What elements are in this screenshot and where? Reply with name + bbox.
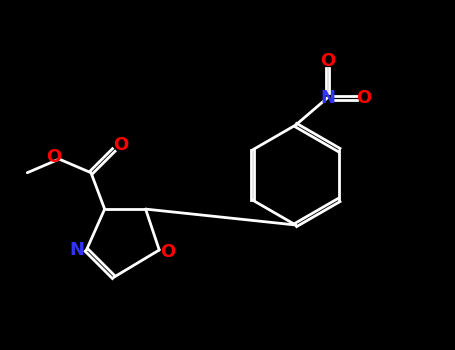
Text: N: N [70, 241, 85, 259]
Text: O: O [46, 148, 61, 166]
Text: O: O [356, 89, 372, 107]
Text: O: O [160, 243, 175, 261]
Text: N: N [320, 89, 335, 107]
Text: O: O [113, 136, 128, 154]
Text: O: O [320, 52, 335, 70]
